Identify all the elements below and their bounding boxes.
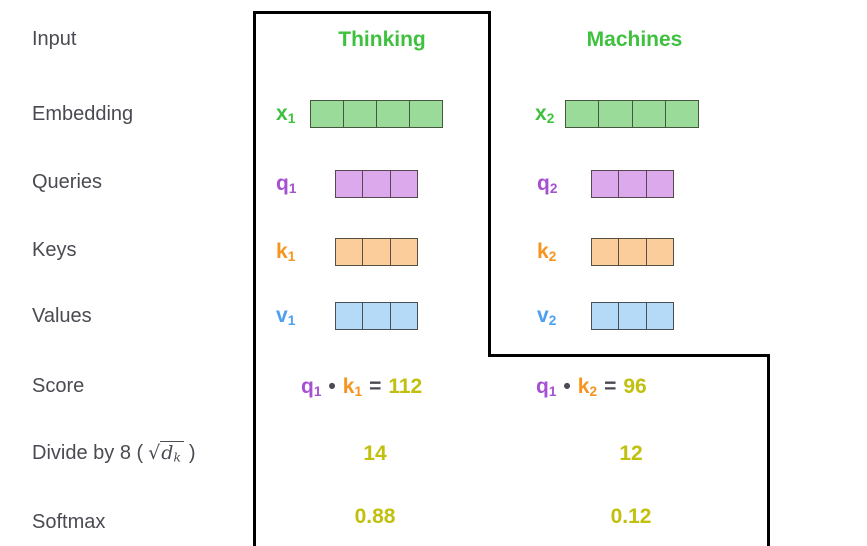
- score-q1-term: q1: [536, 375, 557, 399]
- score-k2-term: k2: [577, 375, 598, 399]
- vector-cell: [598, 101, 631, 127]
- vector-q2-query: [591, 170, 674, 198]
- equals-sign: =: [369, 375, 382, 398]
- row-label-score: Score: [32, 375, 85, 397]
- vector-cell: [389, 239, 417, 265]
- score-expression-machines: q1 • k2 = 96: [536, 373, 647, 401]
- vector-label-v1: v1: [276, 304, 296, 328]
- vector-label-k1: k1: [276, 240, 296, 264]
- score-expression-thinking: q1 • k1 = 112: [301, 373, 422, 401]
- vector-cell: [389, 171, 417, 197]
- vector-v1-value: [335, 302, 418, 330]
- column-header-thinking: Thinking: [338, 28, 426, 51]
- softmax-value-machines: 0.12: [610, 505, 652, 528]
- score-q1-term: q1: [301, 375, 322, 399]
- vector-cell: [631, 101, 665, 127]
- divide-label-suffix: ): [188, 442, 196, 464]
- vector-cell: [566, 101, 598, 127]
- score-value-machines: 96: [623, 375, 647, 398]
- row-label-queries: Queries: [32, 171, 103, 193]
- row-label-values: Values: [32, 305, 92, 327]
- row-label-keys: Keys: [32, 239, 77, 261]
- vector-label-x1: x1: [276, 102, 296, 126]
- divide-value-machines: 12: [619, 442, 643, 465]
- vector-cell: [645, 239, 673, 265]
- column-header-machines: Machines: [586, 28, 683, 51]
- vector-k2-key: [591, 238, 674, 266]
- vector-cell: [336, 303, 362, 329]
- vector-cell: [592, 171, 618, 197]
- equals-sign: =: [604, 375, 617, 398]
- softmax-value-thinking: 0.88: [354, 505, 396, 528]
- vector-cell: [645, 303, 673, 329]
- vector-cell: [618, 239, 645, 265]
- vector-cell: [618, 171, 645, 197]
- vector-q1-query: [335, 170, 418, 198]
- vector-cell: [336, 239, 362, 265]
- vector-k1-key: [335, 238, 418, 266]
- vector-label-x2: x2: [535, 102, 555, 126]
- vector-cell: [362, 239, 389, 265]
- vector-v2-value: [591, 302, 674, 330]
- score-value-thinking: 112: [388, 375, 423, 398]
- vector-cell: [664, 101, 698, 127]
- dot-product-icon: •: [563, 375, 571, 398]
- sqrt-radicand: dk: [160, 441, 184, 464]
- vector-cell: [311, 101, 343, 127]
- vector-cell: [343, 101, 376, 127]
- score-k1-term: k1: [342, 375, 363, 399]
- row-label-softmax: Softmax: [32, 511, 106, 533]
- dot-product-icon: •: [328, 375, 336, 398]
- vector-cell: [592, 239, 618, 265]
- vector-label-k2: k2: [537, 240, 557, 264]
- vector-label-q2: q2: [537, 172, 558, 196]
- row-label-embedding: Embedding: [32, 103, 134, 125]
- divide-label-prefix: Divide by 8 (: [32, 442, 144, 464]
- row-label-input: Input: [32, 28, 77, 50]
- vector-cell: [592, 303, 618, 329]
- sqrt-dk-math: √dk: [148, 441, 184, 464]
- vector-cell: [645, 171, 673, 197]
- vector-cell: [409, 101, 442, 127]
- vector-cell: [389, 303, 417, 329]
- vector-cell: [336, 171, 362, 197]
- vector-cell: [618, 303, 645, 329]
- divide-value-thinking: 14: [363, 442, 387, 465]
- vector-label-v2: v2: [537, 304, 557, 328]
- vector-cell: [376, 101, 409, 127]
- vector-x1-embedding: [310, 100, 443, 128]
- vector-cell: [362, 303, 389, 329]
- vector-cell: [362, 171, 389, 197]
- vector-label-q1: q1: [276, 172, 297, 196]
- row-label-divide: Divide by 8 (√dk): [32, 440, 196, 467]
- vector-x2-embedding: [565, 100, 699, 128]
- sqrt-sign: √: [148, 442, 161, 464]
